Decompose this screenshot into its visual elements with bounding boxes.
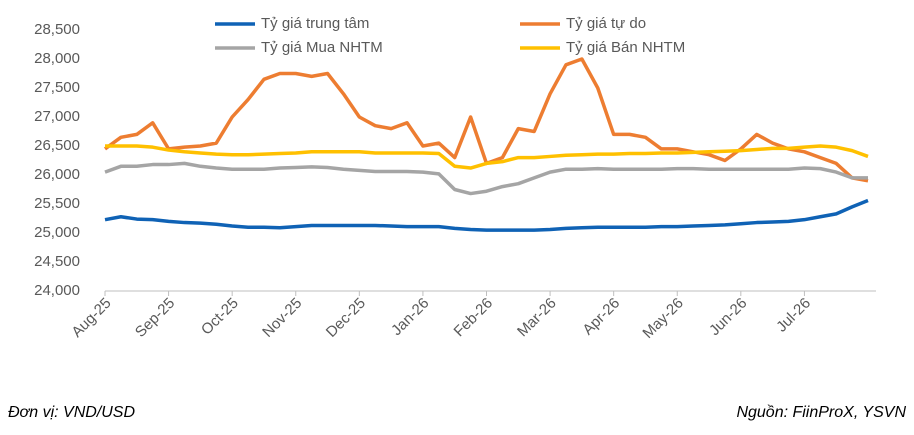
- series-line: [104, 161, 868, 196]
- x-tick-label: May-26: [639, 295, 686, 342]
- x-tick-label: Apr-26: [579, 295, 623, 339]
- y-tick-label: 27,500: [34, 79, 80, 96]
- x-tick-label: Nov-25: [259, 295, 305, 341]
- x-tick-label: Dec-25: [323, 295, 369, 341]
- y-tick-label: 28,500: [34, 21, 80, 38]
- y-tick-label: 25,500: [34, 195, 80, 212]
- x-tick-label: Sep-25: [132, 295, 178, 341]
- legend-label: Tỷ giá Bán NHTM: [566, 39, 685, 56]
- y-tick-label: 28,000: [34, 50, 80, 67]
- y-tick-label: 26,000: [34, 166, 80, 183]
- x-tick-label: Oct-25: [198, 295, 242, 339]
- unit-note: Đơn vị: VND/USD: [8, 404, 135, 421]
- series-line: [104, 198, 869, 232]
- legend-label: Tỷ giá Mua NHTM: [261, 39, 383, 56]
- legend-label: Tỷ giá trung tâm: [261, 15, 369, 32]
- x-tick-label: Jun-26: [706, 295, 750, 339]
- x-tick-label: Jul-26: [773, 295, 814, 336]
- legend-label: Tỷ giá tự do: [566, 15, 646, 32]
- y-tick-label: 24,500: [34, 253, 80, 270]
- y-tick-label: 25,000: [34, 224, 80, 241]
- x-tick-label: Feb-26: [451, 295, 497, 341]
- source-note: Nguồn: FiinProX, YSVN: [736, 404, 906, 421]
- y-tick-label: 27,000: [34, 108, 80, 125]
- y-tick-label: 24,000: [34, 282, 80, 299]
- x-tick-label: Mar-26: [514, 295, 560, 341]
- x-tick-label: Aug-25: [68, 295, 114, 341]
- x-tick-label: Jan-26: [388, 295, 432, 339]
- y-tick-label: 26,500: [34, 137, 80, 154]
- series-line: [105, 144, 869, 170]
